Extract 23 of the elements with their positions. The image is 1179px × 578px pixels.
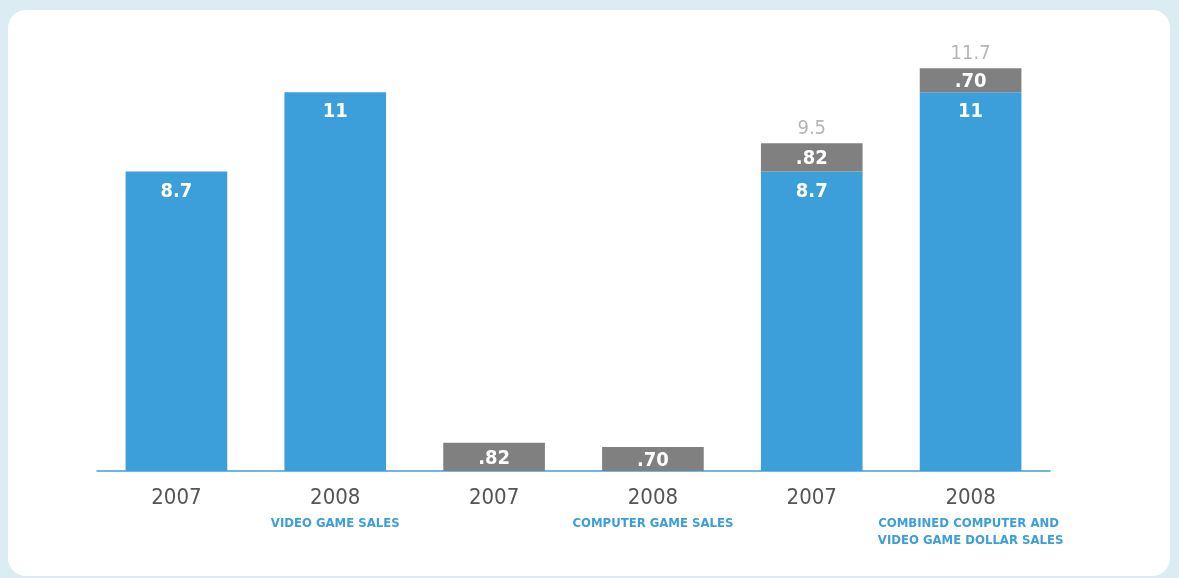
bar xyxy=(443,442,545,471)
x-tick-label: 2008 xyxy=(310,483,361,509)
text: VIDEO GAME SALES xyxy=(270,515,400,530)
data-label: .70 xyxy=(636,446,669,471)
bar xyxy=(760,143,863,172)
x-tick-label: 2008 xyxy=(945,483,996,509)
data-label: .82 xyxy=(478,444,511,469)
bar xyxy=(602,446,704,471)
data-label: 11 xyxy=(958,98,984,123)
data-label: .70 xyxy=(954,68,987,93)
bar xyxy=(919,68,1022,93)
x-tick-label: 2007 xyxy=(468,483,520,509)
total-label: 9.5 xyxy=(797,115,827,140)
data-label: 8.7 xyxy=(160,177,193,202)
data-label: 11 xyxy=(322,98,348,123)
data-label: .82 xyxy=(795,145,828,170)
x-tick-label: 2007 xyxy=(786,483,837,509)
data-label: 8.7 xyxy=(795,177,828,202)
text: COMPUTER GAME SALES xyxy=(572,515,734,530)
text: COMBINED COMPUTER AND VIDEO GAME DOLLAR SALES xyxy=(877,515,1064,547)
x-tick-label: 2007 xyxy=(151,483,202,509)
x-tick-label: 2008 xyxy=(627,483,679,509)
total-label: 11.7 xyxy=(950,40,991,65)
